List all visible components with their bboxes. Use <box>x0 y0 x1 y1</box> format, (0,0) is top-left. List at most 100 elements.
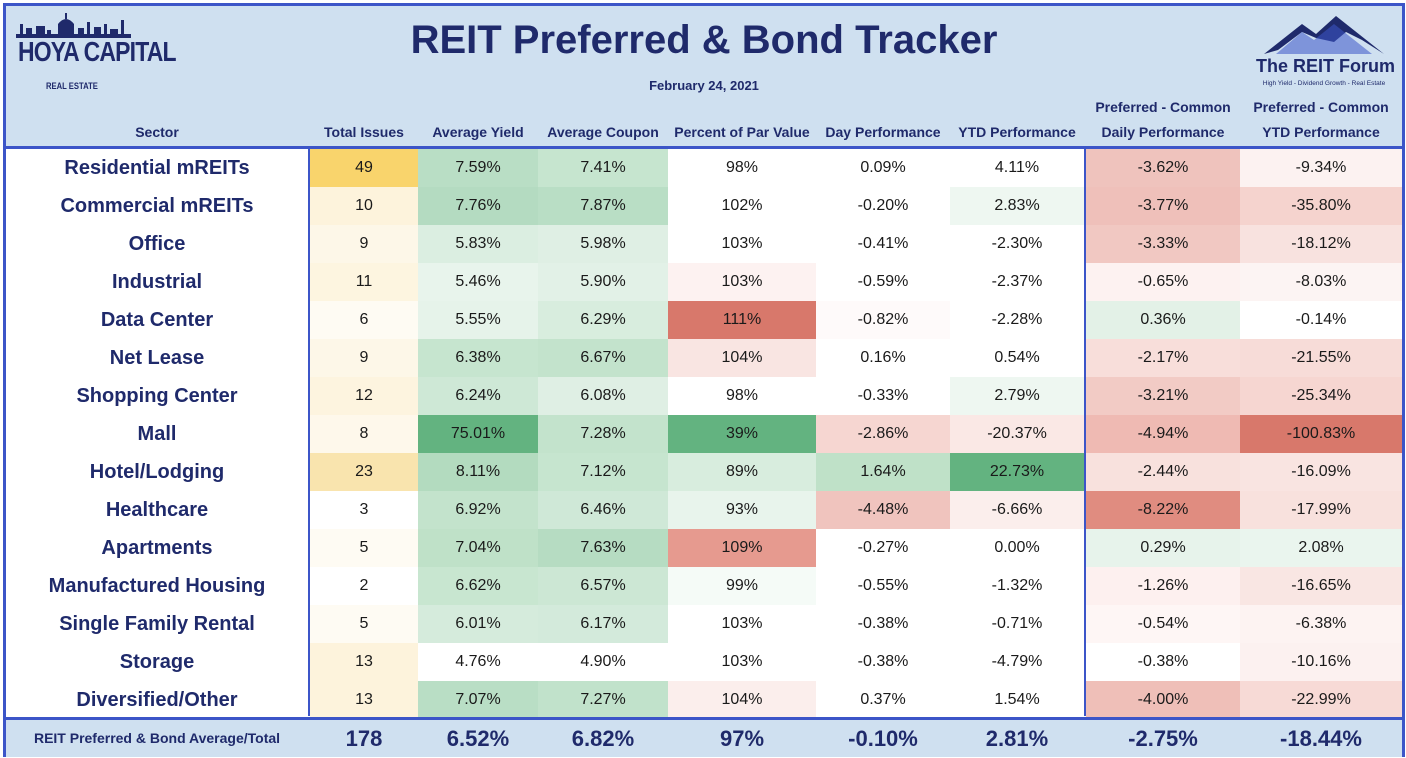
table-cell: -16.65% <box>1240 567 1402 605</box>
table-cell: -3.62% <box>1086 149 1240 187</box>
table-cell: 75.01% <box>418 415 538 453</box>
table-cell: 98% <box>668 149 816 187</box>
mountain-icon <box>1264 16 1384 54</box>
table-cell: 6.24% <box>418 377 538 415</box>
table-cell: 103% <box>668 225 816 263</box>
table-cell: -4.79% <box>950 643 1084 681</box>
table-cell: 4.11% <box>950 149 1084 187</box>
table-cell: -0.71% <box>950 605 1084 643</box>
table-cell: -2.44% <box>1086 453 1240 491</box>
table-cell: 6.08% <box>538 377 668 415</box>
column-header: Preferred - Common <box>1095 99 1231 115</box>
table-cell: 0.36% <box>1086 301 1240 339</box>
table-cell: -10.16% <box>1240 643 1402 681</box>
table-cell: 7.59% <box>418 149 538 187</box>
column-divider <box>1084 146 1086 716</box>
sector-label: Diversified/Other <box>76 689 238 711</box>
table-cell: 39% <box>668 415 816 453</box>
table-row: Office 9 5.83% 5.98% 103% -0.41% -2.30% -3.33% -… <box>6 225 1402 263</box>
table-cell: -1.32% <box>950 567 1084 605</box>
table-cell: -2.86% <box>816 415 950 453</box>
header-band: HOYA CAPITAL REAL ESTATE REIT Preferred … <box>6 6 1402 146</box>
logo-left-sub: REAL ESTATE <box>46 81 98 91</box>
sector-label: Apartments <box>101 537 213 559</box>
table-cell: 6.62% <box>418 567 538 605</box>
column-header: Percent of Par Value <box>674 124 810 140</box>
sector-label: Single Family Rental <box>59 613 255 635</box>
table-cell: -17.99% <box>1240 491 1402 529</box>
table-cell: 6 <box>310 301 418 339</box>
table-cell: -0.27% <box>816 529 950 567</box>
table-cell: -21.55% <box>1240 339 1402 377</box>
table-cell: 5 <box>310 529 418 567</box>
column-header: Sector <box>135 124 179 140</box>
table-cell: 7.63% <box>538 529 668 567</box>
table-cell: 4.76% <box>418 643 538 681</box>
sector-label: Storage <box>119 651 195 673</box>
table-cell: 0.00% <box>950 529 1084 567</box>
table-cell: 102% <box>668 187 816 225</box>
table-cell: -2.28% <box>950 301 1084 339</box>
sector-label: Hotel/Lodging <box>89 461 225 483</box>
table-cell: 109% <box>668 529 816 567</box>
table-cell: -22.99% <box>1240 681 1402 719</box>
table-row: Data Center 6 5.55% 6.29% 111% -0.82% -2.28% 0.… <box>6 301 1402 339</box>
table-cell: 2.08% <box>1240 529 1402 567</box>
sector-label: Healthcare <box>105 499 209 521</box>
table-row: Commercial mREITs 10 7.76% 7.87% 102% -0.20% 2… <box>6 187 1402 225</box>
table-cell: 5.83% <box>418 225 538 263</box>
logo-left-brand: HOYA CAPITAL <box>18 36 177 67</box>
table-cell: 2.79% <box>950 377 1084 415</box>
total-cell: -18.44% <box>1280 726 1362 751</box>
table-cell: 104% <box>668 681 816 719</box>
table-cell: -100.83% <box>1240 415 1402 453</box>
table-cell: 0.16% <box>816 339 950 377</box>
column-header: YTD Performance <box>958 124 1076 140</box>
table-cell: 13 <box>310 643 418 681</box>
table-cell: 0.29% <box>1086 529 1240 567</box>
table-row: Shopping Center 12 6.24% 6.08% 98% -0.33% 2.79… <box>6 377 1402 415</box>
column-header: YTD Performance <box>1262 124 1380 140</box>
table-cell: -3.21% <box>1086 377 1240 415</box>
table-cell: -4.48% <box>816 491 950 529</box>
table-cell: -1.26% <box>1086 567 1240 605</box>
table-cell: 5.46% <box>418 263 538 301</box>
sector-label: Office <box>128 233 186 255</box>
table-cell: -4.94% <box>1086 415 1240 453</box>
table-cell: 98% <box>668 377 816 415</box>
table-cell: -8.22% <box>1086 491 1240 529</box>
table-cell: -2.17% <box>1086 339 1240 377</box>
table-cell: 2.83% <box>950 187 1084 225</box>
table-cell: 10 <box>310 187 418 225</box>
table-cell: -0.38% <box>1086 643 1240 681</box>
column-header: Day Performance <box>825 124 941 140</box>
sector-label: Mall <box>137 423 177 445</box>
table-cell: 12 <box>310 377 418 415</box>
total-cell: 178 <box>345 726 383 751</box>
table-cell: 2 <box>310 567 418 605</box>
table-cell: 1.64% <box>816 453 950 491</box>
table-cell: 23 <box>310 453 418 491</box>
logo-right-tagline: High Yield - Dividend Growth - Real Esta… <box>1262 80 1386 87</box>
table-cell: -35.80% <box>1240 187 1402 225</box>
table-cell: 7.12% <box>538 453 668 491</box>
table-cell: 7.41% <box>538 149 668 187</box>
sector-label: Industrial <box>111 271 202 293</box>
table-cell: 104% <box>668 339 816 377</box>
table-cell: 6.92% <box>418 491 538 529</box>
total-cell: -0.10% <box>848 726 918 751</box>
table-cell: -6.66% <box>950 491 1084 529</box>
logo-right-brand: The REIT Forum <box>1256 56 1395 76</box>
table-cell: 11 <box>310 263 418 301</box>
table-cell: 5 <box>310 605 418 643</box>
table-cell: 6.67% <box>538 339 668 377</box>
table-cell: -9.34% <box>1240 149 1402 187</box>
table-cell: 8.11% <box>418 453 538 491</box>
table-cell: 103% <box>668 605 816 643</box>
sector-label: Shopping Center <box>76 385 238 407</box>
sector-label: Manufactured Housing <box>48 575 266 597</box>
table-cell: 22.73% <box>950 453 1084 491</box>
table-cell: 9 <box>310 339 418 377</box>
table-cell: -2.30% <box>950 225 1084 263</box>
table-row: Diversified/Other 13 7.07% 7.27% 104% 0.37% 1.… <box>6 681 1402 719</box>
